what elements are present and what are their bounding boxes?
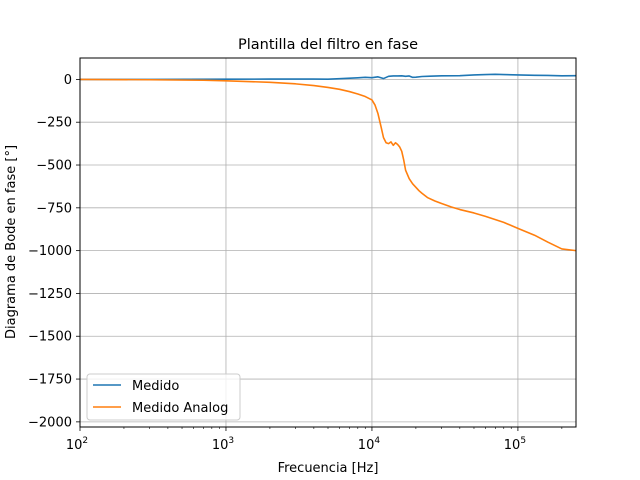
- legend-box: [86, 373, 241, 421]
- series-line-1: [79, 78, 577, 252]
- x-tick-label: 105: [504, 436, 526, 453]
- y-tick-label: −1500: [28, 330, 72, 345]
- y-tick-label: 0: [64, 73, 72, 88]
- x-tick-label-base: 10: [212, 438, 229, 453]
- grid-lines: [79, 58, 576, 427]
- y-tick-label: −1250: [28, 287, 72, 302]
- legend-label-medido: Medido: [132, 379, 179, 394]
- x-axis-label: Frecuencia [Hz]: [278, 461, 379, 476]
- x-tick-label-exp: 3: [228, 436, 234, 446]
- x-tick-label-base: 10: [358, 438, 375, 453]
- legend: Medido Medido Analog: [86, 373, 241, 421]
- y-tick-label: −1000: [28, 244, 72, 259]
- x-tick-label: 104: [358, 436, 381, 453]
- y-tick-label: −2000: [28, 415, 72, 430]
- y-tick-label: −500: [36, 159, 72, 174]
- y-axis-label: Diagrama de Bode en fase [°]: [4, 145, 19, 339]
- chart-title: Plantilla del filtro en fase: [238, 37, 418, 53]
- x-tick-label-base: 10: [504, 438, 521, 453]
- x-tick-label: 102: [66, 436, 88, 453]
- axis-ticks: 102 103 104 1050−250−500−750−1000−1250−1500…: [28, 73, 563, 453]
- x-tick-label: 103: [212, 436, 234, 453]
- x-tick-label-base: 10: [66, 438, 83, 453]
- series-line-0: [80, 73, 577, 81]
- x-tick-label-exp: 5: [520, 436, 526, 446]
- x-tick-label-exp: 2: [82, 436, 88, 446]
- y-tick-label: −1750: [28, 373, 72, 388]
- x-tick-label-exp: 4: [374, 436, 380, 446]
- y-tick-label: −250: [36, 116, 72, 131]
- y-tick-label: −750: [36, 201, 72, 216]
- series-lines: [79, 73, 577, 252]
- legend-label-medido-analog: Medido Analog: [132, 401, 228, 416]
